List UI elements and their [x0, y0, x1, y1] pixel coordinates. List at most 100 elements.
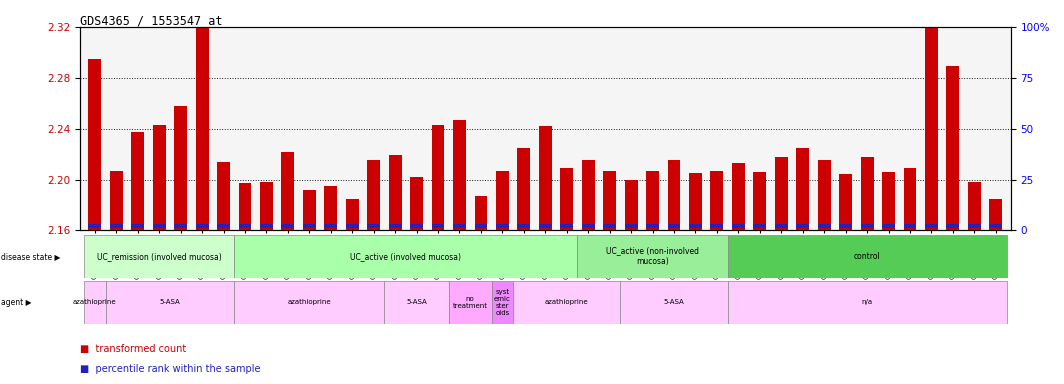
Bar — [475, 196, 487, 230]
Bar — [410, 224, 423, 228]
Bar — [625, 179, 637, 230]
Bar — [174, 106, 187, 230]
Bar — [689, 224, 702, 228]
Bar — [234, 235, 578, 278]
Bar — [903, 168, 916, 230]
Bar — [260, 182, 272, 230]
Bar — [303, 224, 316, 228]
Bar — [796, 224, 809, 228]
Bar — [388, 224, 401, 228]
Bar — [282, 224, 295, 228]
Bar — [496, 170, 509, 230]
Bar — [603, 170, 616, 230]
Bar — [110, 224, 122, 228]
Bar — [582, 161, 595, 230]
Text: control: control — [853, 252, 880, 261]
Bar — [796, 148, 809, 230]
Text: azathioprine: azathioprine — [545, 300, 588, 305]
Bar — [839, 224, 852, 228]
Bar — [384, 281, 449, 324]
Bar — [711, 170, 724, 230]
Bar — [475, 224, 487, 228]
Bar — [818, 161, 831, 230]
Bar — [603, 224, 616, 228]
Bar — [196, 24, 209, 230]
Bar — [990, 199, 1002, 230]
Bar — [196, 224, 209, 228]
Bar — [260, 224, 272, 228]
Bar — [646, 224, 659, 228]
Text: 5-ASA: 5-ASA — [664, 300, 684, 305]
Bar — [131, 224, 144, 228]
Text: azathioprine: azathioprine — [287, 300, 331, 305]
Bar — [453, 224, 466, 228]
Text: UC_remission (involved mucosa): UC_remission (involved mucosa) — [97, 252, 221, 261]
Text: ■  transformed count: ■ transformed count — [80, 344, 186, 354]
Bar — [947, 66, 960, 230]
Bar — [620, 281, 728, 324]
Bar — [861, 157, 874, 230]
Bar — [753, 224, 766, 228]
Bar — [303, 190, 316, 230]
Bar — [728, 281, 1007, 324]
Bar — [217, 162, 230, 230]
Bar — [728, 235, 1007, 278]
Bar — [732, 224, 745, 228]
Text: 5-ASA: 5-ASA — [160, 300, 180, 305]
Bar — [513, 281, 620, 324]
Bar — [882, 172, 895, 230]
Bar — [410, 177, 423, 230]
Bar — [538, 224, 552, 228]
Bar — [561, 224, 573, 228]
Bar — [775, 157, 787, 230]
Bar — [861, 224, 874, 228]
Text: UC_active (involved mucosa): UC_active (involved mucosa) — [350, 252, 462, 261]
Bar — [84, 235, 234, 278]
Bar — [517, 148, 530, 230]
Bar — [432, 125, 445, 230]
Bar — [903, 224, 916, 228]
Text: agent ▶: agent ▶ — [1, 298, 32, 307]
Bar — [153, 125, 166, 230]
Text: ■  percentile rank within the sample: ■ percentile rank within the sample — [80, 364, 261, 374]
Bar — [925, 224, 937, 228]
Bar — [839, 174, 852, 230]
Bar — [578, 235, 728, 278]
Bar — [367, 224, 380, 228]
Bar — [711, 224, 724, 228]
Bar — [453, 120, 466, 230]
Text: syst
emic
ster
oids: syst emic ster oids — [494, 289, 511, 316]
Bar — [882, 224, 895, 228]
Bar — [732, 163, 745, 230]
Bar — [238, 224, 251, 228]
Bar — [238, 183, 251, 230]
Bar — [110, 170, 122, 230]
Bar — [105, 281, 234, 324]
Bar — [818, 224, 831, 228]
Bar — [667, 161, 681, 230]
Bar — [217, 224, 230, 228]
Bar — [388, 156, 401, 230]
Bar — [325, 186, 337, 230]
Bar — [84, 281, 105, 324]
Bar — [492, 281, 513, 324]
Bar — [753, 172, 766, 230]
Bar — [990, 224, 1002, 228]
Bar — [325, 224, 337, 228]
Bar — [689, 173, 702, 230]
Text: 5-ASA: 5-ASA — [406, 300, 427, 305]
Bar — [367, 161, 380, 230]
Bar — [234, 281, 384, 324]
Text: UC_active (non-involved
mucosa): UC_active (non-involved mucosa) — [606, 247, 699, 266]
Bar — [346, 199, 359, 230]
Bar — [88, 224, 101, 228]
Bar — [625, 224, 637, 228]
Bar — [947, 224, 960, 228]
Bar — [561, 168, 573, 230]
Bar — [517, 224, 530, 228]
Text: n/a: n/a — [862, 300, 872, 305]
Text: GDS4365 / 1553547_at: GDS4365 / 1553547_at — [80, 14, 222, 27]
Bar — [449, 281, 492, 324]
Bar — [968, 224, 981, 228]
Bar — [174, 224, 187, 228]
